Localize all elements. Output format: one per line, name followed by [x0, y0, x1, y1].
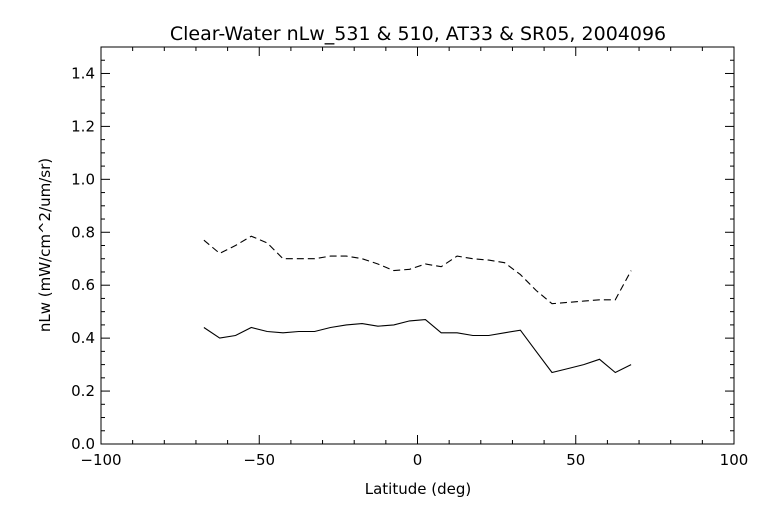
axis-ticks: [100, 47, 735, 445]
x-tick-label: 100: [720, 451, 749, 469]
y-tick-label: 1.0: [71, 170, 95, 188]
y-tick-label: 1.2: [71, 117, 95, 135]
x-tick-label: 50: [566, 451, 585, 469]
series-line-dashed: [203, 235, 632, 305]
chart-title: Clear-Water nLw_531 & 510, AT33 & SR05, …: [170, 23, 666, 45]
x-tick-labels: −100 −50 0 50 100: [80, 451, 748, 469]
x-axis-label: Latitude (deg): [365, 480, 471, 498]
x-tick-label: −100: [80, 451, 121, 469]
y-tick-label: 1.4: [71, 64, 95, 82]
plot-frame: [100, 46, 735, 445]
x-tick-label: −50: [243, 451, 275, 469]
y-tick-label: 0.6: [71, 276, 95, 294]
y-axis-label: nLw (mW/cm^2/um/sr): [36, 158, 54, 332]
y-tick-label: 0.8: [71, 223, 95, 241]
series-lines: [203, 235, 632, 374]
y-tick-labels: 0.0 0.2 0.4 0.6 0.8 1.0 1.2 1.4: [71, 64, 95, 453]
y-tick-label: 0.4: [71, 329, 95, 347]
y-tick-label: 0.2: [71, 382, 95, 400]
y-tick-label: 0.0: [71, 435, 95, 453]
x-tick-label: 0: [413, 451, 423, 469]
series-line-solid: [203, 319, 632, 374]
